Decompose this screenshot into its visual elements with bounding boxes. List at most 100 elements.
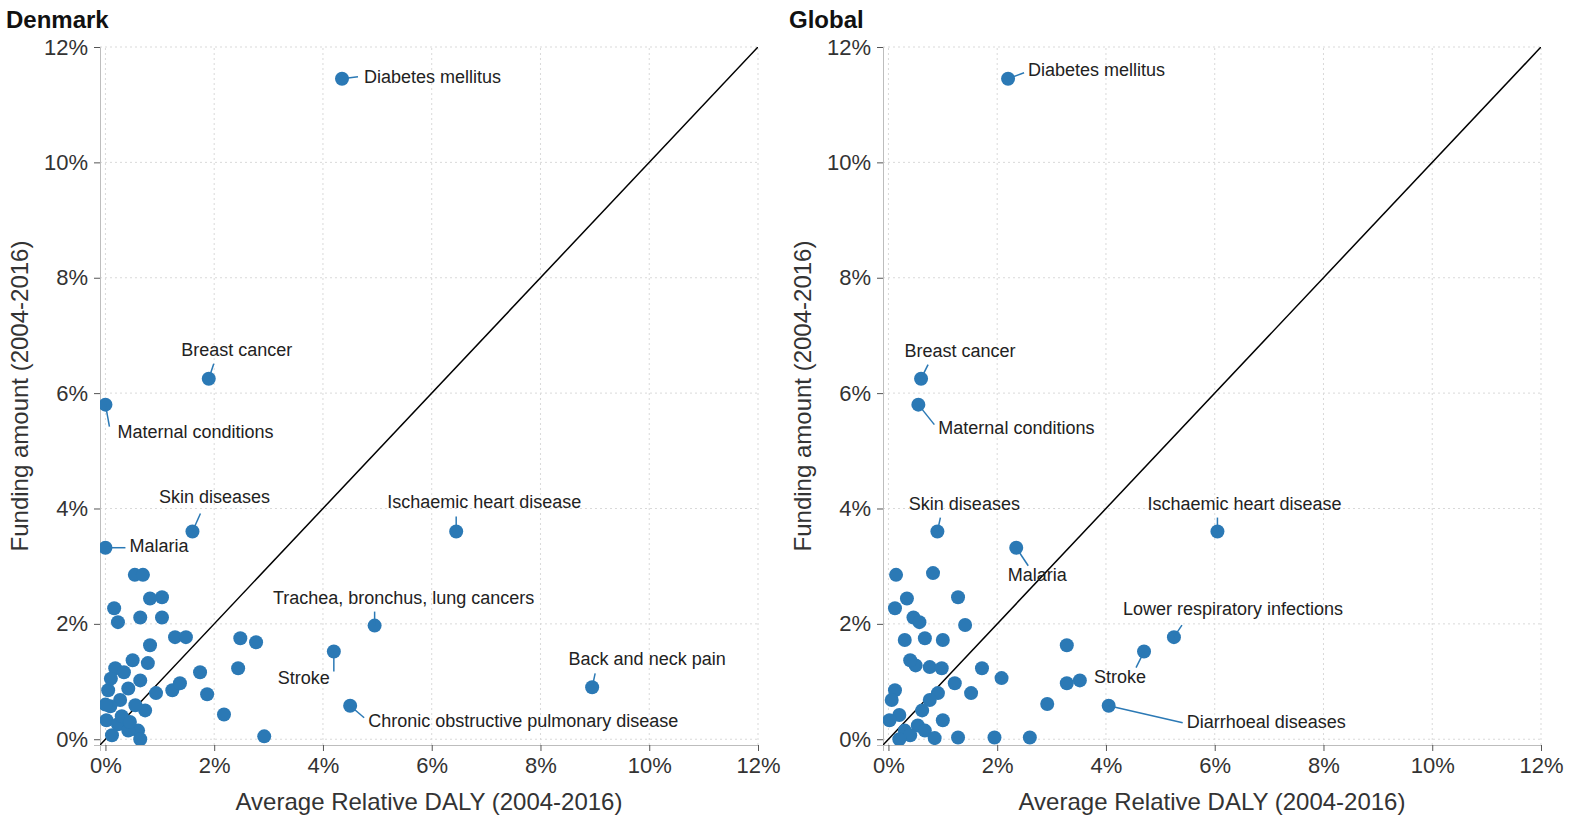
tick-mark xyxy=(877,508,883,509)
point-label: Skin diseases xyxy=(159,487,270,507)
tick: 0% xyxy=(873,745,905,778)
tick: 2% xyxy=(199,745,231,778)
tick-mark xyxy=(877,278,883,279)
grid-line-x xyxy=(1105,47,1106,745)
point-label: Back and neck pain xyxy=(569,649,726,669)
panel: 0%2%4%6%8%10%12%0%2%4%6%8%10%12%Diabetes… xyxy=(789,6,1564,815)
tick: 0% xyxy=(839,727,883,752)
point-label: Maternal conditions xyxy=(938,418,1094,438)
tick-mark xyxy=(877,624,883,625)
point-label: Malaria xyxy=(1008,565,1068,585)
point-label: Stroke xyxy=(1094,667,1146,687)
y-axis: 0% 2% 4% 6% 8% 10% 12% xyxy=(44,35,101,752)
leader-line xyxy=(937,518,940,532)
point xyxy=(249,635,263,649)
tick: 6% xyxy=(56,381,100,406)
grid-line-x xyxy=(997,47,998,745)
point xyxy=(1060,676,1074,690)
plot-area xyxy=(883,47,1541,745)
grid-line-x xyxy=(540,47,541,745)
point xyxy=(936,713,950,727)
tick: 4% xyxy=(1091,745,1123,778)
point xyxy=(898,633,912,647)
tick: 0% xyxy=(90,745,122,778)
leader-line xyxy=(918,405,934,425)
tick-mark xyxy=(649,745,650,751)
tick-mark xyxy=(94,47,100,48)
point xyxy=(883,713,897,727)
chart-root: 0% 2% 4% 6% 8% 10% 12% 0% 2% 4% 6% 8% 10% 12% Diabetes… xyxy=(0,0,1569,824)
tick-mark xyxy=(877,393,883,394)
tick: 2% xyxy=(56,611,100,636)
point-label: Chronic obstructive pulmonary disease xyxy=(368,711,678,731)
point xyxy=(111,615,125,629)
point xyxy=(923,660,937,674)
point xyxy=(935,661,949,675)
point xyxy=(155,590,169,604)
leader-line xyxy=(1217,518,1219,532)
point xyxy=(123,715,137,729)
tick-label: 4% xyxy=(839,496,871,521)
tick-mark xyxy=(94,624,100,625)
grid-line-y xyxy=(100,47,758,48)
tick-label: 0% xyxy=(90,753,122,778)
leader-line xyxy=(105,405,109,427)
point xyxy=(105,728,119,742)
grid-line-y xyxy=(100,162,758,163)
point xyxy=(104,672,118,686)
tick-mark xyxy=(323,745,324,751)
point xyxy=(1023,731,1037,745)
tick-label: 4% xyxy=(56,496,88,521)
tick-mark xyxy=(1323,745,1324,751)
tick: 12% xyxy=(44,35,100,60)
annotations: Diabetes mellitusBreast cancerMaternal c… xyxy=(905,60,1346,731)
grid-line-y xyxy=(883,393,1541,394)
point xyxy=(1073,673,1087,687)
tick: 6% xyxy=(839,381,883,406)
tick-label: 0% xyxy=(56,727,88,752)
reference-line xyxy=(100,47,758,745)
grid-line-y xyxy=(100,623,758,624)
axis-line xyxy=(884,746,1542,752)
grid-line-y xyxy=(883,623,1541,624)
tick-label: 2% xyxy=(56,611,88,636)
tick-label: 4% xyxy=(308,753,340,778)
tick-label: 12% xyxy=(827,35,871,60)
point xyxy=(964,686,978,700)
leader-line xyxy=(192,514,200,532)
tick: 10% xyxy=(628,745,672,778)
tick-mark xyxy=(432,745,433,751)
tick-mark xyxy=(105,745,106,751)
leader-line xyxy=(350,706,364,718)
tick-label: 6% xyxy=(1199,753,1231,778)
tick: 8% xyxy=(56,265,100,290)
tick: 8% xyxy=(525,745,557,778)
point-label: Breast cancer xyxy=(905,341,1016,361)
leader-line xyxy=(105,547,125,549)
leader-line xyxy=(1136,652,1144,668)
point xyxy=(231,661,245,675)
point xyxy=(951,590,965,604)
tick-mark xyxy=(540,745,541,751)
x-axis: 0%2%4%6%8%10%12% xyxy=(90,745,780,778)
tick-label: 8% xyxy=(56,265,88,290)
tick: 4% xyxy=(56,496,100,521)
tick-label: 6% xyxy=(839,381,871,406)
tick-label: 2% xyxy=(982,753,1014,778)
point-label: Skin diseases xyxy=(909,494,1020,514)
leader-line xyxy=(374,612,376,626)
tick-mark xyxy=(94,739,100,740)
point-label: Ischaemic heart disease xyxy=(387,492,581,512)
tick: 10% xyxy=(827,150,883,175)
tick-label: 2% xyxy=(199,753,231,778)
tick-label: 10% xyxy=(1411,753,1455,778)
leader-line xyxy=(921,365,928,379)
x-axis-title: Average Relative DALY (2004-2016) xyxy=(236,788,623,815)
point xyxy=(141,656,155,670)
leader-line xyxy=(333,652,335,672)
point xyxy=(133,732,147,745)
point xyxy=(133,673,147,687)
tick-label: 8% xyxy=(1308,753,1340,778)
axis-line xyxy=(94,48,101,746)
tick-label: 10% xyxy=(44,150,88,175)
